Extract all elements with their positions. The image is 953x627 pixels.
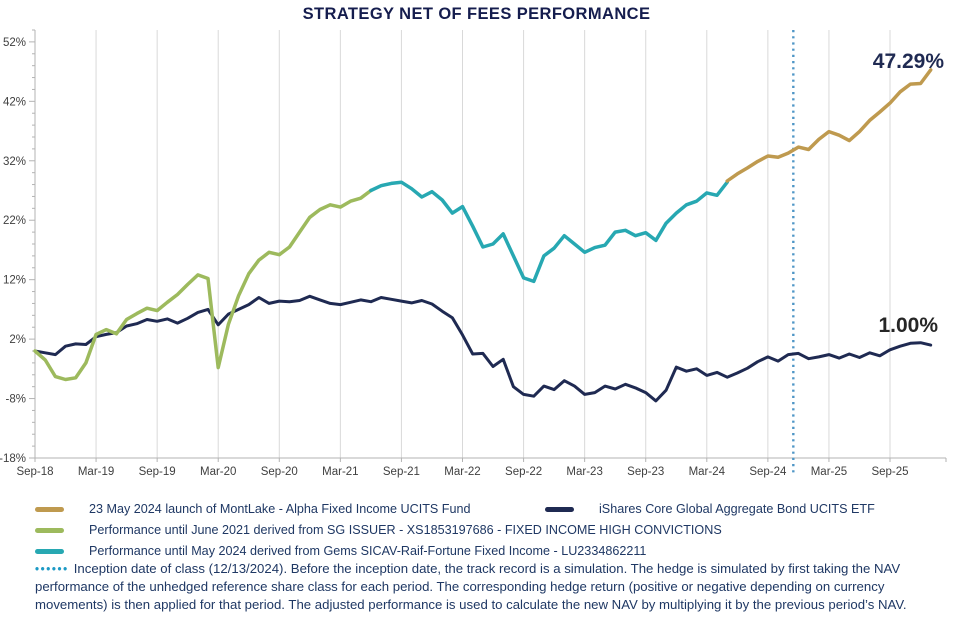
- x-tick-label: Sep-19: [139, 466, 176, 478]
- y-tick-label: -18%: [0, 453, 26, 465]
- final-value-label: 1.00%: [878, 314, 938, 337]
- y-tick-label: 2%: [9, 334, 26, 346]
- legend-label-sg-issuer: Performance until June 2021 derived from…: [89, 523, 722, 537]
- series-line-sg-issuer: [33, 188, 373, 382]
- gems-line-swatch: [35, 548, 64, 554]
- legend-label-montlake: 23 May 2024 launch of MontLake - Alpha F…: [89, 502, 471, 516]
- legend-label-ishares: iShares Core Global Aggregate Bond UCITS…: [599, 502, 875, 516]
- x-tick-label: Sep-24: [749, 466, 787, 478]
- legend-label-gems: Performance until May 2024 derived from …: [89, 544, 647, 558]
- legend-item-gems: Performance until May 2024 derived from …: [35, 542, 646, 560]
- series-line-gems: [369, 180, 729, 284]
- series-line-montlake: [725, 68, 933, 183]
- performance-chart: Sep-18 Mar-19 Sep-19 Mar-20 Sep-20 Mar-21 Sep-…: [0, 29, 947, 478]
- y-tick-label: 52%: [3, 37, 26, 49]
- x-tick-label: Mar-23: [566, 466, 602, 478]
- montlake-line-swatch: [35, 506, 64, 512]
- sg-issuer-line-swatch: [35, 527, 64, 533]
- x-tick-label: Mar-20: [200, 466, 236, 478]
- y-tick-label: -8%: [6, 394, 26, 406]
- chart-title: STRATEGY NET OF FEES PERFORMANCE: [302, 5, 651, 23]
- x-tick-label: Mar-19: [78, 466, 114, 478]
- x-tick-label: Sep-25: [871, 466, 908, 478]
- x-tick-label: Sep-21: [383, 466, 420, 478]
- legend-item-ishares: iShares Core Global Aggregate Bond UCITS…: [545, 500, 875, 518]
- x-tick-label: Mar-21: [322, 466, 358, 478]
- x-tick-label: Sep-18: [16, 466, 53, 478]
- x-tick-label: Mar-22: [444, 466, 480, 478]
- inception-footnote: •••••• Inception date of class (12/13/202…: [35, 560, 947, 613]
- series-line-ishares: [33, 294, 933, 403]
- legend-item-sg-issuer: Performance until June 2021 derived from…: [35, 521, 722, 539]
- final-value-label: 47.29%: [873, 50, 945, 73]
- y-tick-label: 12%: [3, 275, 26, 287]
- y-tick-label: 42%: [3, 96, 26, 108]
- y-tick-label: 22%: [3, 215, 26, 227]
- x-tick-label: Sep-23: [627, 466, 664, 478]
- legend-item-montlake: 23 May 2024 launch of MontLake - Alpha F…: [35, 500, 471, 518]
- x-tick-label: Sep-20: [261, 466, 298, 478]
- x-tick-label: Sep-22: [505, 466, 542, 478]
- x-tick-label: Mar-24: [689, 466, 726, 478]
- footnote-text: Inception date of class (12/13/2024). Be…: [35, 561, 907, 612]
- y-tick-label: 32%: [3, 156, 26, 168]
- inception-dotted-line-swatch: ••••••: [35, 564, 69, 576]
- ishares-line-swatch: [545, 506, 574, 512]
- x-tick-label: Mar-25: [811, 466, 847, 478]
